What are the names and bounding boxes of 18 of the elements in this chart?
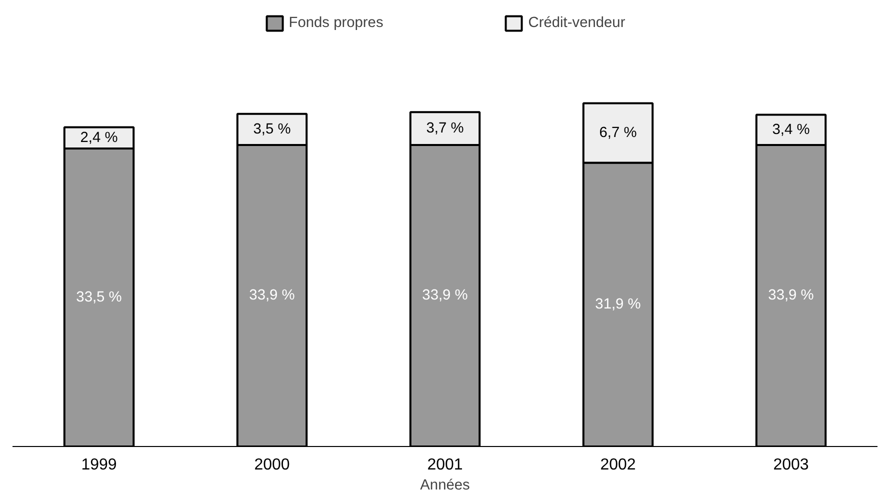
data-label: 3,7 % [426,120,464,137]
data-label: 3,4 % [772,122,810,138]
x-tick-label: 2003 [773,456,809,474]
data-label: 33,9 % [249,288,295,304]
data-label: 33,9 % [422,288,468,304]
data-label: 33,5 % [76,290,122,306]
legend-label: Crédit-vendeur [528,15,626,31]
x-tick-label: 2002 [600,456,636,474]
x-tick-label: 2000 [254,456,290,474]
legend-label: Fonds propres [288,15,384,31]
data-label: 31,9 % [595,296,641,313]
data-label: 6,7 % [599,124,637,141]
data-label: 3,5 % [253,121,291,138]
data-label: 33,9 % [768,288,814,304]
x-axis-title: Années [420,478,470,494]
data-label: 2,4 % [80,130,118,146]
x-tick-label: 1999 [81,456,117,474]
x-tick-label: 2001 [427,456,463,474]
